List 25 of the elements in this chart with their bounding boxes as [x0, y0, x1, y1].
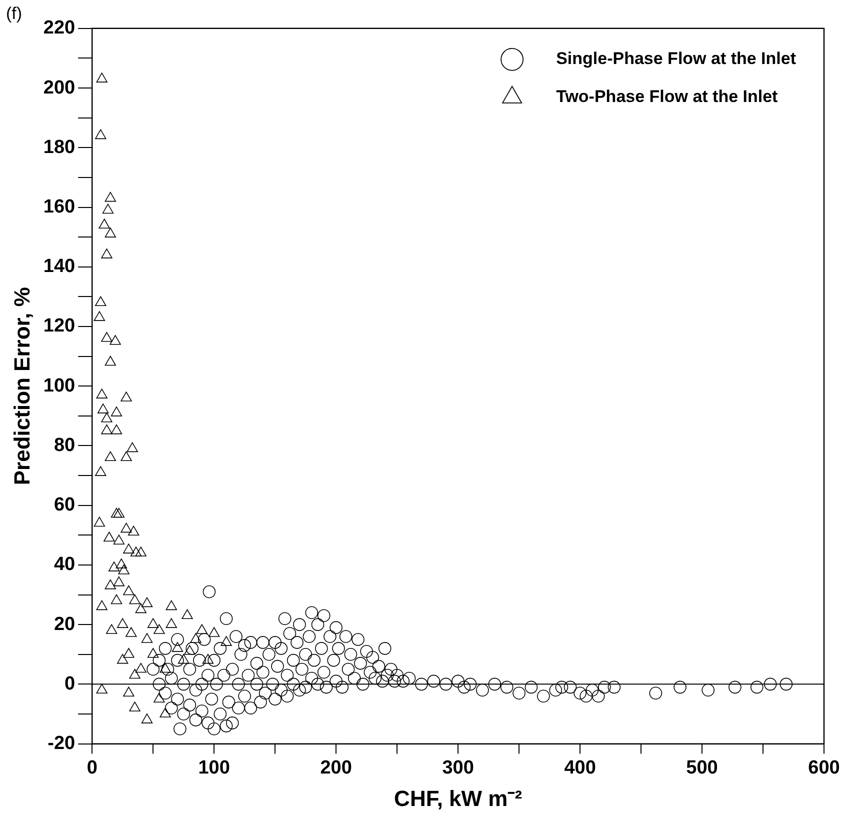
y-tick-label: 180	[43, 136, 76, 158]
y-tick-label: 20	[54, 614, 76, 635]
chart-title: (f)	[6, 4, 22, 23]
y-tick-label: 220	[43, 18, 76, 39]
x-tick-label: 500	[686, 757, 718, 778]
y-tick-label: 100	[43, 375, 76, 396]
x-tick-label: 600	[808, 757, 840, 778]
y-tick-label: 0	[64, 673, 76, 694]
y-tick-label: 80	[54, 434, 76, 456]
legend-label: Single-Phase Flow at the Inlet	[556, 49, 796, 68]
x-tick-label: 300	[442, 757, 474, 778]
x-axis-title: CHF, kW m⁻²	[394, 786, 522, 811]
y-tick-label: 200	[43, 77, 76, 98]
x-tick-label: 200	[320, 757, 352, 778]
x-tick-label: 400	[564, 757, 596, 778]
y-tick-label: 120	[43, 316, 76, 337]
x-tick-label: 100	[198, 757, 230, 778]
y-tick-label: 60	[54, 494, 76, 516]
y-tick-label: 140	[43, 256, 76, 278]
y-tick-label: 40	[54, 554, 76, 576]
y-tick-label: 160	[43, 196, 76, 218]
legend-label: Two-Phase Flow at the Inlet	[556, 87, 778, 106]
y-axis-title: Prediction Error, %	[9, 287, 34, 486]
x-tick-label: 0	[86, 757, 98, 778]
y-tick-label: -20	[48, 733, 76, 754]
